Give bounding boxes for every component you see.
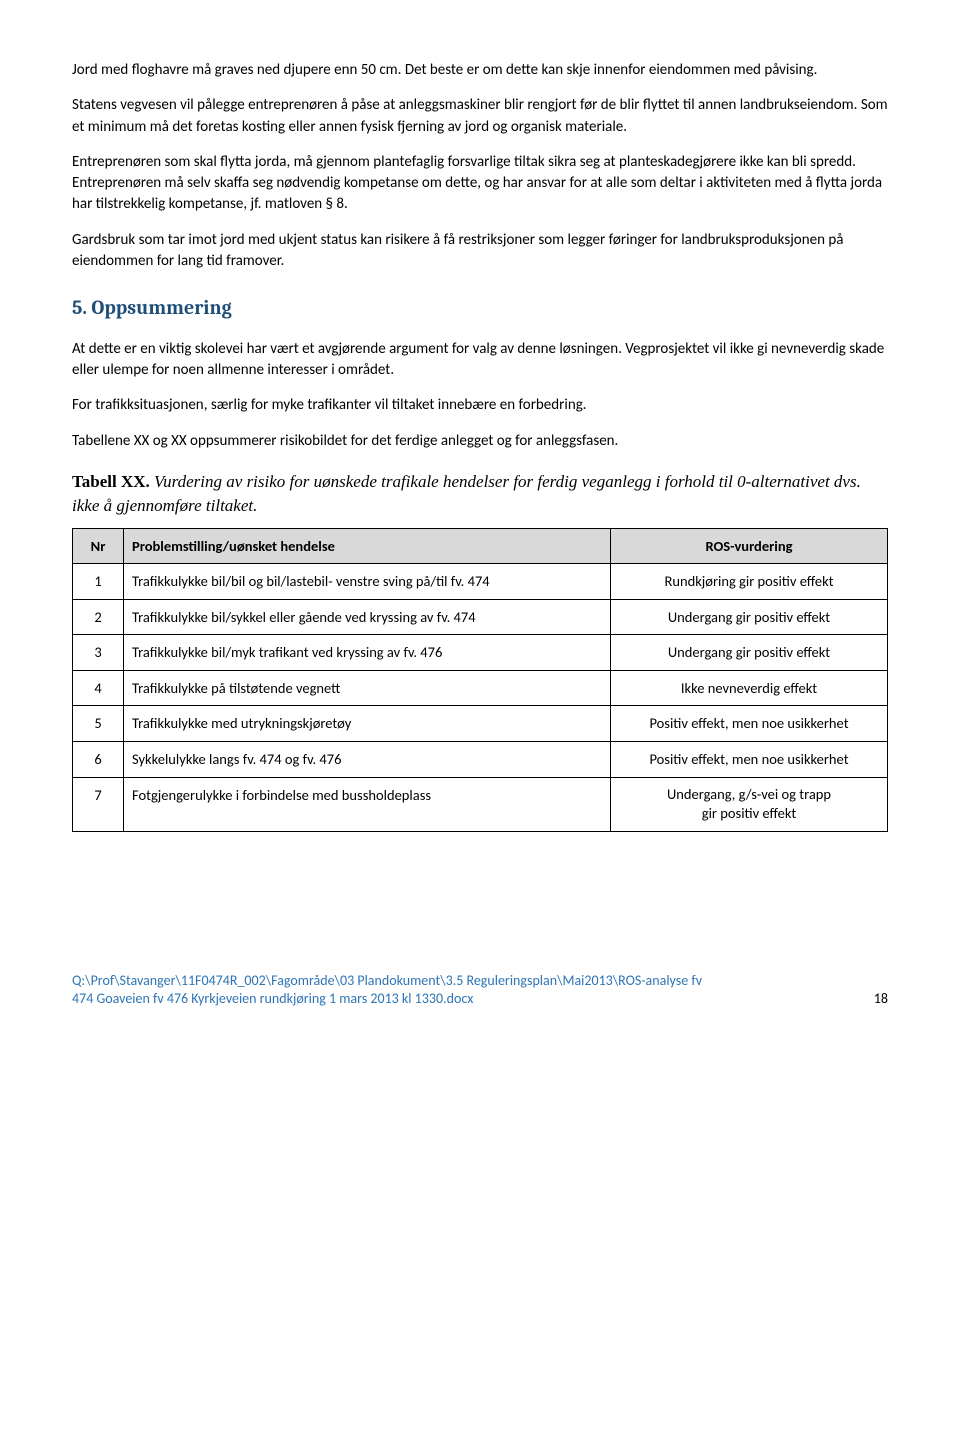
cell-desc: Trafikkulykke med utrykningskjøretøy bbox=[124, 706, 611, 742]
paragraph-5: At dette er en viktig skolevei har vært … bbox=[72, 339, 888, 382]
cell-desc: Sykkelulykke langs fv. 474 og fv. 476 bbox=[124, 742, 611, 778]
cell-ros: Rundkjøring gir positiv effekt bbox=[611, 564, 888, 600]
cell-ros: Positiv effekt, men noe usikkerhet bbox=[611, 706, 888, 742]
table-row: 6 Sykkelulykke langs fv. 474 og fv. 476 … bbox=[73, 742, 888, 778]
table-caption-label: Tabell XX. bbox=[72, 472, 150, 491]
paragraph-1: Jord med floghavre må graves ned djupere… bbox=[72, 60, 888, 81]
footer-path-line2: 474 Goaveien fv 476 Kyrkjeveien rundkjør… bbox=[72, 990, 473, 1007]
cell-ros: Positiv effekt, men noe usikkerhet bbox=[611, 742, 888, 778]
cell-nr: 7 bbox=[73, 777, 124, 831]
cell-nr: 1 bbox=[73, 564, 124, 600]
cell-desc: Trafikkulykke bil/bil og bil/lastebil- v… bbox=[124, 564, 611, 600]
th-ros: ROS-vurdering bbox=[611, 528, 888, 564]
table-row: 3 Trafikkulykke bil/myk trafikant ved kr… bbox=[73, 635, 888, 671]
table-caption: Tabell XX. Vurdering av risiko for uønsk… bbox=[72, 470, 888, 518]
table-row: 7 Fotgjengerulykke i forbindelse med bus… bbox=[73, 777, 888, 831]
page-number: 18 bbox=[874, 990, 888, 1008]
cell-ros: Undergang, g/s-vei og trappgir positiv e… bbox=[611, 777, 888, 831]
cell-ros: Undergang gir positiv effekt bbox=[611, 599, 888, 635]
risk-table: Nr Problemstilling/uønsket hendelse ROS-… bbox=[72, 528, 888, 832]
cell-desc: Trafikkulykke på tilstøtende vegnett bbox=[124, 670, 611, 706]
page-footer: Q:\Prof\Stavanger\11F0474R_002\Fagområde… bbox=[72, 972, 888, 1008]
table-row: 4 Trafikkulykke på tilstøtende vegnett I… bbox=[73, 670, 888, 706]
cell-nr: 5 bbox=[73, 706, 124, 742]
table-header-row: Nr Problemstilling/uønsket hendelse ROS-… bbox=[73, 528, 888, 564]
table-caption-text: Vurdering av risiko for uønskede trafika… bbox=[72, 472, 861, 515]
paragraph-6: For trafikksituasjonen, særlig for myke … bbox=[72, 395, 888, 416]
th-nr: Nr bbox=[73, 528, 124, 564]
paragraph-7: Tabellene XX og XX oppsummerer risikobil… bbox=[72, 431, 888, 452]
table-row: 5 Trafikkulykke med utrykningskjøretøy P… bbox=[73, 706, 888, 742]
paragraph-2: Statens vegvesen vil pålegge entreprenør… bbox=[72, 95, 888, 138]
table-row: 1 Trafikkulykke bil/bil og bil/lastebil-… bbox=[73, 564, 888, 600]
cell-ros: Undergang gir positiv effekt bbox=[611, 635, 888, 671]
cell-ros: Ikke nevneverdig effekt bbox=[611, 670, 888, 706]
cell-nr: 4 bbox=[73, 670, 124, 706]
cell-nr: 2 bbox=[73, 599, 124, 635]
cell-nr: 3 bbox=[73, 635, 124, 671]
cell-nr: 6 bbox=[73, 742, 124, 778]
cell-desc: Fotgjengerulykke i forbindelse med bussh… bbox=[124, 777, 611, 831]
paragraph-4: Gardsbruk som tar imot jord med ukjent s… bbox=[72, 230, 888, 273]
cell-desc: Trafikkulykke bil/sykkel eller gående ve… bbox=[124, 599, 611, 635]
cell-desc: Trafikkulykke bil/myk trafikant ved krys… bbox=[124, 635, 611, 671]
section-heading-5: 5. Oppsummering bbox=[72, 294, 888, 322]
paragraph-3: Entreprenøren som skal flytta jorda, må … bbox=[72, 152, 888, 216]
table-row: 2 Trafikkulykke bil/sykkel eller gående … bbox=[73, 599, 888, 635]
footer-path-line1: Q:\Prof\Stavanger\11F0474R_002\Fagområde… bbox=[72, 972, 702, 989]
th-desc: Problemstilling/uønsket hendelse bbox=[124, 528, 611, 564]
